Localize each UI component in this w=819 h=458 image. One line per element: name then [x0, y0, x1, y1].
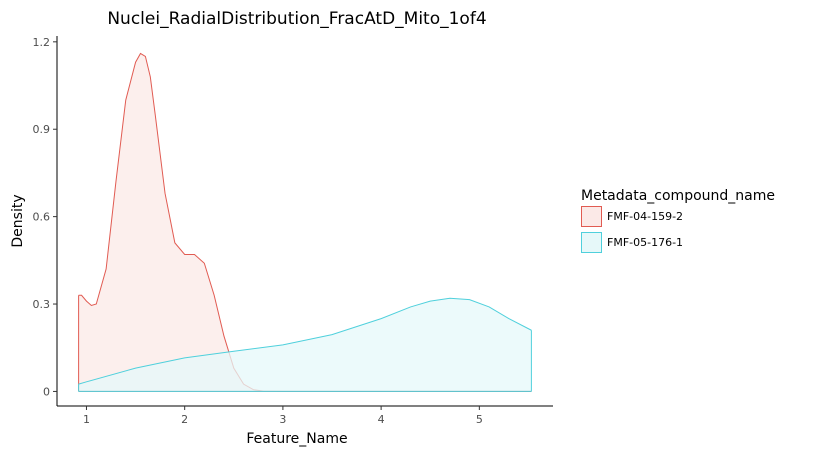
x-axis-ticks: 1 2 3 4 5 [83, 406, 483, 426]
x-tick-label: 3 [279, 413, 286, 426]
legend-title: Metadata_compound_name [581, 188, 775, 204]
chart-title: Nuclei_RadialDistribution_FracAtD_Mito_1… [107, 9, 486, 29]
legend-label-1: FMF-04-159-2 [607, 210, 683, 223]
y-axis-title: Density [10, 194, 26, 247]
x-tick-label: 4 [378, 413, 385, 426]
x-tick-label: 1 [83, 413, 90, 426]
legend: Metadata_compound_name FMF-04-159-2 FMF-0… [581, 188, 775, 253]
y-tick-label: 1.2 [33, 36, 51, 49]
y-tick-label: 0 [43, 385, 50, 398]
x-tick-label: 2 [181, 413, 188, 426]
legend-key-2 [581, 232, 602, 253]
y-tick-label: 0.9 [33, 123, 51, 136]
series-2-line [78, 297, 532, 385]
y-tick-label: 0.3 [33, 298, 51, 311]
legend-label-2: FMF-05-176-1 [607, 236, 683, 249]
y-axis-ticks: 0 0.3 0.6 0.9 1.2 [33, 36, 57, 398]
x-tick-label: 5 [476, 413, 483, 426]
series-2-area [78, 298, 532, 392]
plot-area [78, 52, 532, 392]
series-1-area [78, 53, 532, 392]
legend-key-1 [581, 206, 602, 227]
x-axis-title: Feature_Name [246, 431, 347, 447]
y-tick-label: 0.6 [33, 211, 51, 224]
